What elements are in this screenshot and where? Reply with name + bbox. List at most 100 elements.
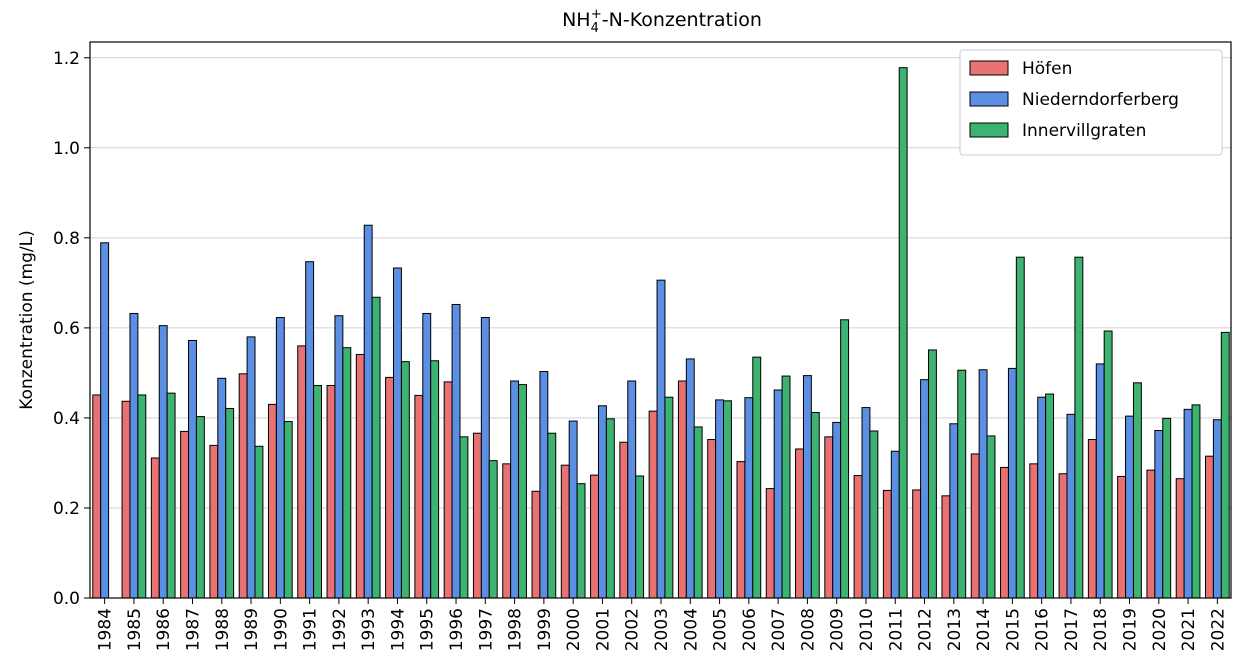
title-part: + xyxy=(591,7,602,22)
bar xyxy=(744,397,754,599)
legend-label: Höfen xyxy=(1022,59,1072,79)
bar xyxy=(1183,408,1193,599)
bar xyxy=(832,421,842,599)
bar xyxy=(414,394,424,599)
bar xyxy=(802,375,812,599)
y-axis-label: Konzentration (mg/L) xyxy=(17,230,37,410)
y-tick-label: 1.0 xyxy=(53,139,80,159)
bar xyxy=(1154,430,1164,599)
bar xyxy=(385,376,395,599)
bar xyxy=(1087,439,1097,599)
bar xyxy=(443,381,453,599)
bar xyxy=(430,360,440,599)
bar xyxy=(459,436,469,599)
x-tick-label: 1990 xyxy=(271,608,291,651)
bar xyxy=(100,242,110,599)
bar xyxy=(313,385,322,599)
bar xyxy=(715,399,725,599)
title-part: -N-Konzentration xyxy=(602,9,762,31)
bar xyxy=(472,432,482,599)
bar xyxy=(656,279,666,599)
legend-swatch xyxy=(969,91,1009,107)
bar xyxy=(1095,363,1105,599)
bar xyxy=(869,430,879,599)
bar xyxy=(1212,419,1222,599)
bar xyxy=(882,489,892,599)
bar xyxy=(957,369,967,599)
bar xyxy=(648,410,658,599)
bar xyxy=(912,489,922,599)
bar xyxy=(518,384,527,599)
bar xyxy=(195,416,205,599)
x-tick-label: 1985 xyxy=(125,608,145,651)
bar xyxy=(400,361,410,599)
bar xyxy=(736,461,746,599)
x-tick-label: 1991 xyxy=(301,608,321,651)
bar xyxy=(1015,256,1025,599)
bar xyxy=(225,407,235,599)
x-tick-label: 2002 xyxy=(623,608,643,651)
bar xyxy=(92,394,102,599)
x-tick-label: 2006 xyxy=(740,608,760,651)
bar xyxy=(180,430,190,599)
bar xyxy=(342,347,352,599)
y-tick-label: 0.6 xyxy=(53,319,80,339)
bar xyxy=(824,436,834,599)
bar xyxy=(451,303,461,599)
bar xyxy=(927,349,937,599)
bar xyxy=(677,380,687,599)
y-tick-label: 0.4 xyxy=(53,409,80,429)
x-tick-label: 2015 xyxy=(1003,608,1023,651)
bar xyxy=(949,423,959,599)
bar xyxy=(510,380,520,599)
bar xyxy=(861,407,871,599)
x-tick-label: 2001 xyxy=(593,608,613,651)
bar xyxy=(254,445,264,599)
bar xyxy=(129,312,139,599)
bar xyxy=(568,420,578,599)
bar xyxy=(1058,473,1068,599)
bar xyxy=(1220,331,1230,599)
x-tick-label: 2008 xyxy=(798,608,818,651)
bar xyxy=(1191,404,1201,599)
x-tick-label: 2009 xyxy=(828,608,848,651)
bar xyxy=(765,488,775,599)
bar xyxy=(1117,475,1127,599)
bar xyxy=(326,385,336,599)
bar xyxy=(576,483,586,599)
bar xyxy=(1066,413,1076,599)
title-part: NH xyxy=(562,9,591,31)
x-tick-label: 1987 xyxy=(183,608,203,651)
bar xyxy=(1146,469,1156,599)
bar xyxy=(723,400,732,599)
bar xyxy=(371,296,381,599)
x-tick-label: 1998 xyxy=(506,608,526,651)
legend-label: Innervillgraten xyxy=(1022,121,1146,141)
bar xyxy=(1074,256,1084,599)
bar xyxy=(283,421,293,599)
bar xyxy=(1162,417,1172,599)
bar xyxy=(590,474,599,599)
x-tick-label: 2018 xyxy=(1091,608,1111,651)
bar xyxy=(121,400,131,599)
bar xyxy=(238,373,248,599)
x-tick-label: 1997 xyxy=(476,608,496,651)
bar xyxy=(1175,478,1185,599)
x-tick-label: 2005 xyxy=(711,608,731,651)
x-tick-label: 2019 xyxy=(1121,608,1141,651)
bar xyxy=(795,448,804,599)
bar xyxy=(1007,367,1017,599)
bar xyxy=(685,358,695,599)
x-tick-label: 2013 xyxy=(945,608,965,651)
title-part: 4 xyxy=(591,21,599,36)
y-tick-label: 1.2 xyxy=(53,49,80,69)
bar xyxy=(1103,330,1113,599)
bar xyxy=(1037,396,1047,599)
bar xyxy=(217,377,227,599)
x-tick-label: 1996 xyxy=(447,608,467,651)
bar xyxy=(275,317,285,599)
bar xyxy=(363,224,373,599)
bar xyxy=(422,312,432,599)
bar xyxy=(150,457,160,599)
x-tick-label: 2003 xyxy=(652,608,672,651)
